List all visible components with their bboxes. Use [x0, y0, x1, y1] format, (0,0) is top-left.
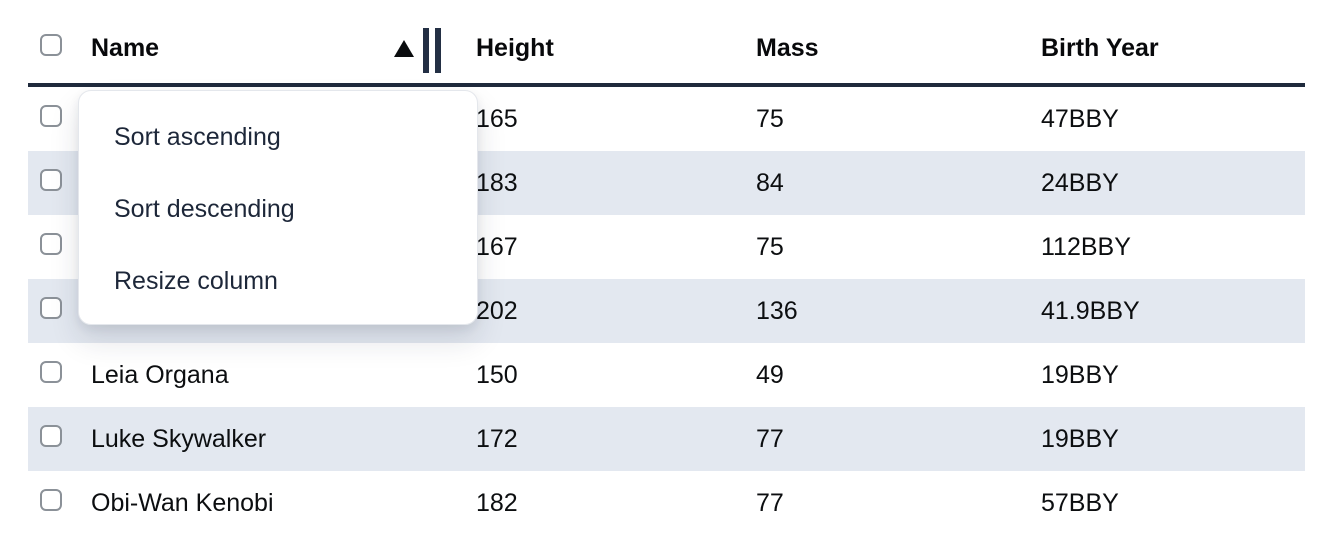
cell-mass: 84 [756, 168, 784, 197]
column-header-name-label: Name [91, 33, 160, 62]
table-header: Name Height Mass Birth Year [28, 0, 1305, 87]
table-row: Obi-Wan Kenobi 182 77 57BBY [28, 471, 1305, 535]
cell-name: Obi-Wan Kenobi [91, 488, 274, 517]
row-checkbox[interactable] [40, 360, 62, 383]
row-checkbox[interactable] [40, 168, 62, 191]
row-checkbox[interactable] [40, 424, 62, 447]
column-context-menu: Sort ascending Sort descending Resize co… [78, 90, 478, 325]
cell-height: 150 [476, 360, 518, 389]
table-row: Luke Skywalker 172 77 19BBY [28, 407, 1305, 471]
cell-mass: 136 [756, 296, 798, 325]
cell-mass: 77 [756, 424, 784, 453]
header-row: Name Height Mass Birth Year [28, 0, 1305, 87]
select-all-checkbox[interactable] [40, 33, 62, 56]
column-header-name[interactable]: Name [80, 34, 476, 63]
cell-mass: 75 [756, 104, 784, 133]
cell-mass: 49 [756, 360, 784, 389]
cell-height: 183 [476, 168, 518, 197]
menu-item-resize-column[interactable]: Resize column [114, 266, 278, 295]
cell-birth-year: 19BBY [1041, 424, 1119, 453]
row-checkbox[interactable] [40, 104, 62, 127]
row-checkbox[interactable] [40, 296, 62, 319]
cell-height: 167 [476, 232, 518, 261]
table-row: 167 75 112BBY [28, 215, 1305, 279]
row-checkbox[interactable] [40, 488, 62, 511]
header-cell-select [28, 33, 80, 63]
sort-ascending-icon [394, 40, 414, 57]
cell-height: 182 [476, 488, 518, 517]
cell-birth-year: 19BBY [1041, 360, 1119, 389]
row-checkbox[interactable] [40, 232, 62, 255]
column-header-mass-label: Mass [756, 33, 819, 62]
menu-item-sort-descending[interactable]: Sort descending [114, 194, 295, 223]
column-header-height[interactable]: Height [476, 34, 756, 63]
cell-birth-year: 41.9BBY [1041, 296, 1140, 325]
cell-height: 165 [476, 104, 518, 133]
cell-height: 172 [476, 424, 518, 453]
cell-birth-year: 112BBY [1041, 232, 1131, 261]
menu-item-sort-ascending[interactable]: Sort ascending [114, 122, 281, 151]
cell-mass: 77 [756, 488, 784, 517]
cell-name: Leia Organa [91, 360, 229, 389]
column-header-height-label: Height [476, 33, 554, 62]
column-header-birth-year[interactable]: Birth Year [1041, 34, 1305, 63]
cell-mass: 75 [756, 232, 784, 261]
cell-birth-year: 57BBY [1041, 488, 1119, 517]
table-row: Leia Organa 150 49 19BBY [28, 343, 1305, 407]
cell-birth-year: 47BBY [1041, 104, 1119, 133]
column-resize-handle[interactable] [423, 28, 441, 73]
column-header-birth-year-label: Birth Year [1041, 33, 1159, 62]
table-row: 165 75 47BBY [28, 87, 1305, 151]
cell-birth-year: 24BBY [1041, 168, 1119, 197]
column-header-mass[interactable]: Mass [756, 34, 1041, 63]
cell-name: Luke Skywalker [91, 424, 267, 453]
cell-height: 202 [476, 296, 518, 325]
